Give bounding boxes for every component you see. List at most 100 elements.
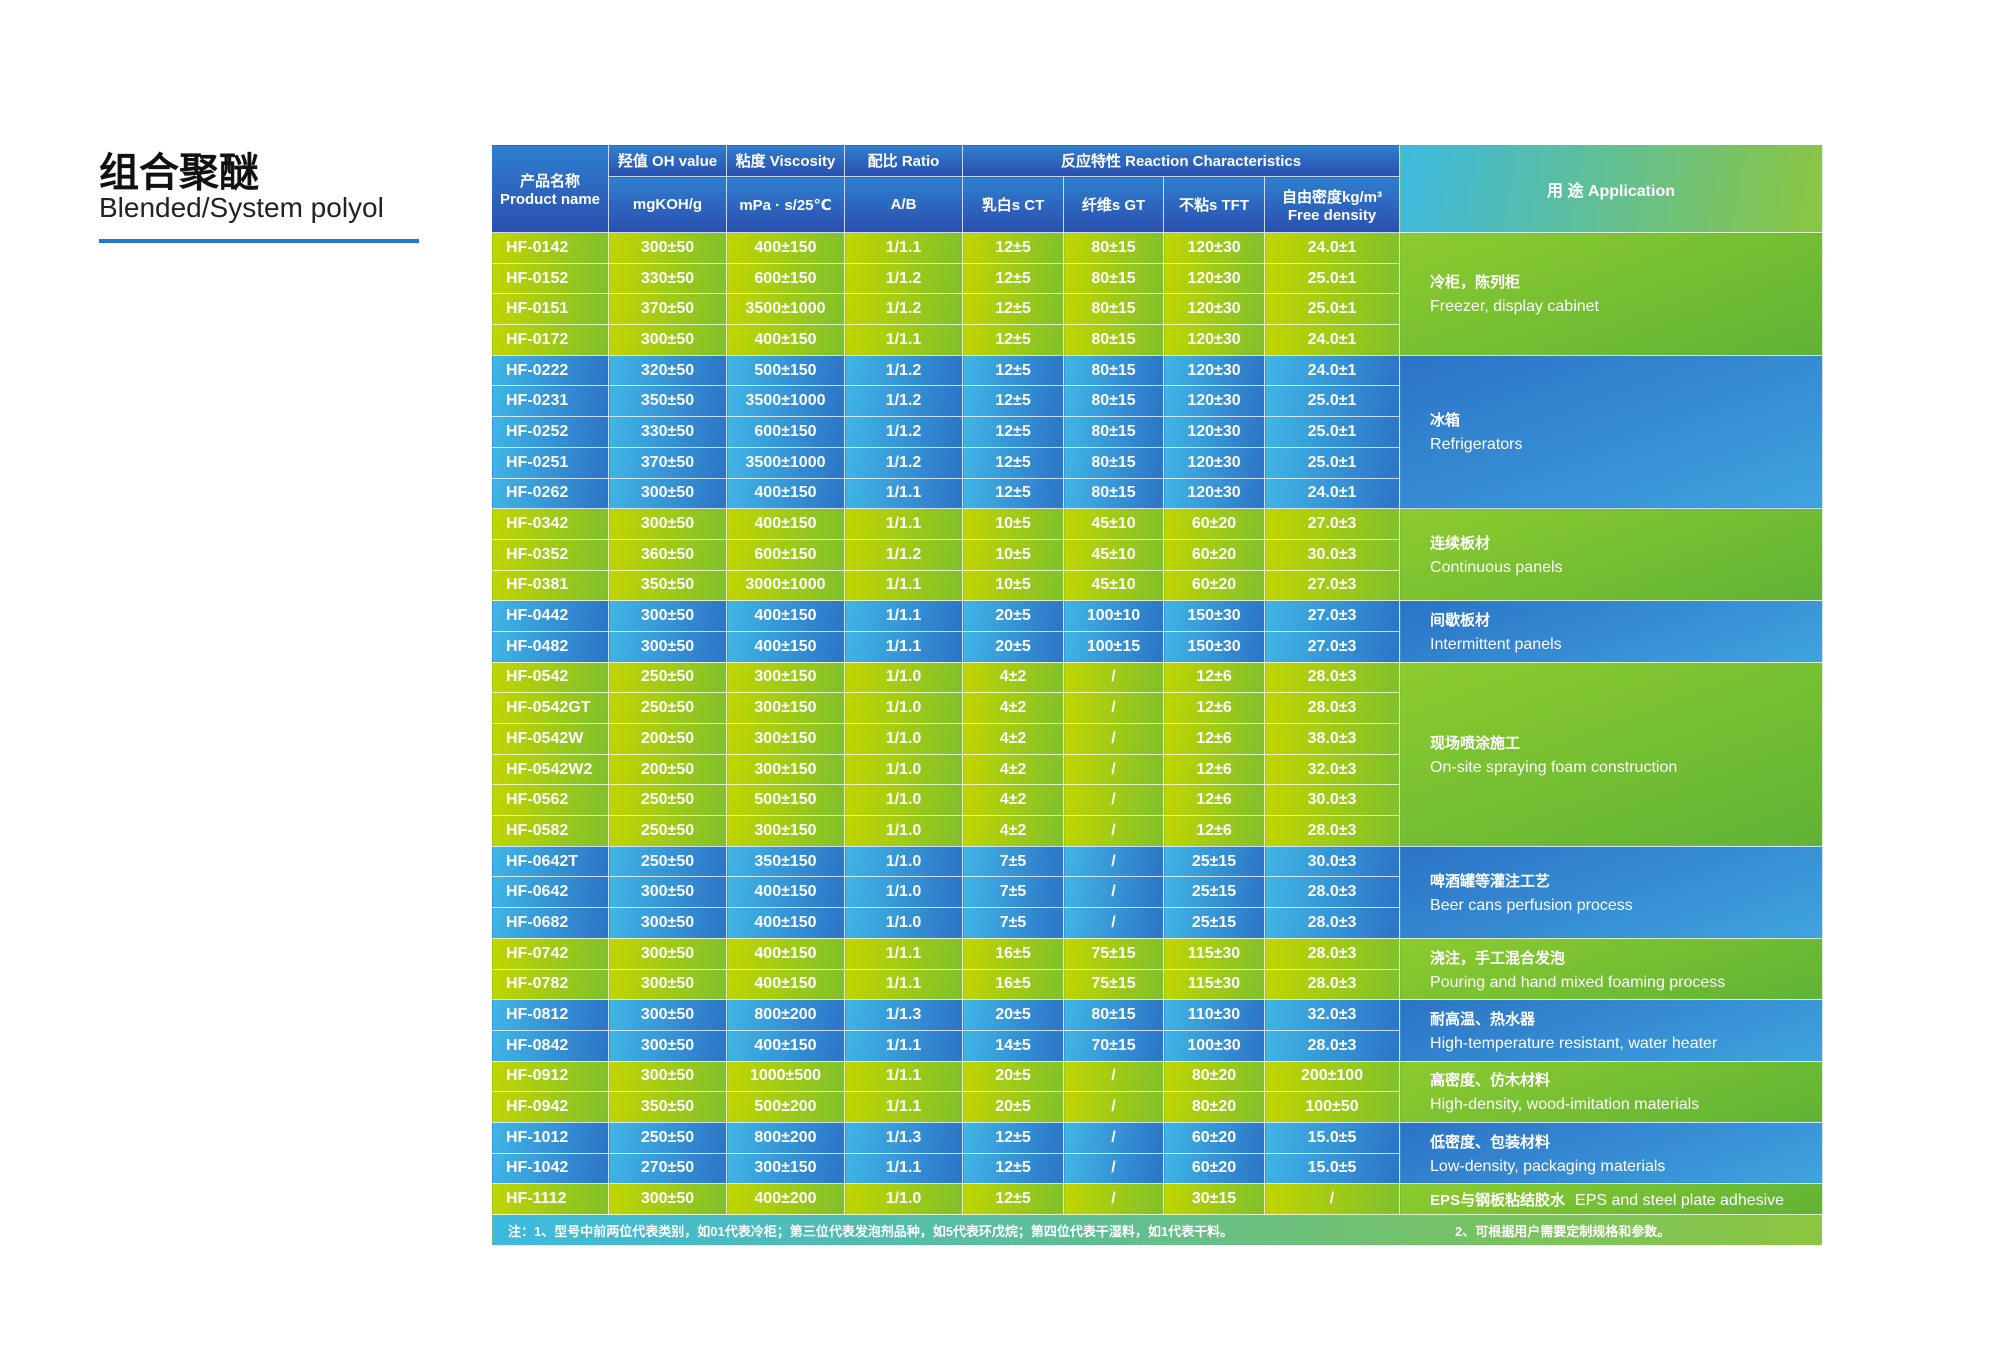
cell-ct: 7±5 (962, 876, 1064, 909)
cell-gt: 80±15 (1063, 324, 1164, 356)
cell-viscosity: 600±150 (726, 416, 845, 448)
application-en: EPS and steel plate adhesive (1575, 1191, 1785, 1209)
cell-free-density: 28.0±3 (1263, 661, 1401, 694)
cell-ratio: 1/1.2 (844, 446, 963, 479)
cell-ratio: 1/1.0 (844, 845, 963, 878)
cell-ct: 10±5 (962, 508, 1064, 540)
cell-tft: 150±30 (1163, 630, 1265, 663)
header-product-name: 产品名称 Product name (491, 144, 609, 233)
cell-viscosity: 400±150 (726, 907, 845, 939)
application-zh: 连续板材 (1430, 535, 1491, 553)
cell-gt: 80±15 (1063, 262, 1164, 295)
cell-ratio: 1/1.0 (844, 876, 963, 909)
cell-tft: 100±30 (1163, 1029, 1265, 1062)
cell-viscosity: 300±150 (726, 815, 845, 847)
cell-gt: / (1063, 1091, 1164, 1123)
cell-viscosity: 300±150 (726, 661, 845, 694)
application-cell: 冷柜，陈列柜 Freezer, display cabinet (1399, 232, 1824, 356)
application-cell: 冰箱 Refrigerators (1399, 354, 1824, 510)
cell-oh-value: 250±50 (608, 1121, 727, 1154)
cell-ratio: 1/1.3 (844, 1121, 963, 1154)
table-row: HF-0231 350±50 3500±1000 1/1.2 12±5 80±15 120±… (491, 385, 1823, 418)
cell-free-density: 24.0±1 (1263, 324, 1401, 356)
cell-tft: 115±30 (1163, 937, 1265, 970)
cell-oh-value: 320±50 (608, 354, 727, 387)
cell-tft: 12±6 (1163, 723, 1265, 755)
cell-tft: 120±30 (1163, 477, 1265, 510)
cell-ratio: 1/1.1 (844, 600, 963, 632)
cell-free-density: 28.0±3 (1263, 1029, 1401, 1062)
table-row: HF-0381 350±50 3000±1000 1/1.1 10±5 45±10 60±2… (491, 569, 1823, 602)
cell-product-name: HF-0151 (491, 293, 609, 326)
cell-gt: 80±15 (1063, 999, 1164, 1031)
cell-ratio: 1/1.1 (844, 232, 963, 264)
cell-tft: 60±20 (1163, 1152, 1265, 1185)
application-zh: 冷柜，陈列柜 (1430, 274, 1521, 292)
cell-gt: 80±15 (1063, 232, 1164, 264)
cell-product-name: HF-0252 (491, 416, 609, 448)
cell-free-density: 25.0±1 (1263, 416, 1401, 448)
application-cell: 高密度、仿木材料 High-density, wood-imitation mat… (1399, 1060, 1824, 1123)
header-density-zh: 自由密度kg/m³ (1282, 188, 1383, 206)
cell-viscosity: 400±150 (726, 508, 845, 540)
cell-oh-value: 300±50 (608, 907, 727, 939)
cell-free-density: 25.0±1 (1263, 446, 1401, 479)
cell-product-name: HF-0342 (491, 508, 609, 540)
cell-oh-value: 370±50 (608, 446, 727, 479)
application-en: Continuous panels (1430, 559, 1563, 577)
cell-tft: 120±30 (1163, 354, 1265, 387)
cell-product-name: HF-0942 (491, 1091, 609, 1123)
table-row: HF-0542GT 250±50 300±150 1/1.0 4±2/12±6 28.0±… (491, 692, 1823, 724)
application-zh: 低密度、包装材料 (1430, 1133, 1551, 1151)
cell-product-name: HF-0782 (491, 968, 609, 1001)
application-cell: 啤酒罐等灌注工艺 Beer cans perfusion process (1399, 845, 1824, 939)
cell-ct: 4±2 (962, 661, 1064, 694)
cell-viscosity: 600±150 (726, 538, 845, 571)
cell-oh-value: 250±50 (608, 661, 727, 694)
application-cell: 低密度、包装材料 Low-density, packaging materials (1399, 1121, 1824, 1185)
page-subtitle: Blended/System polyol (99, 192, 384, 223)
cell-ct: 12±5 (962, 1121, 1064, 1154)
cell-product-name: HF-0912 (491, 1060, 609, 1093)
table-row: HF-0251 370±50 3500±1000 1/1.2 12±5 80±15 120±… (491, 446, 1823, 479)
cell-product-name: HF-0582 (491, 815, 609, 847)
cell-product-name: HF-0262 (491, 477, 609, 510)
application-cell: 现场喷涂施工 On-site spraying foam construction (1399, 661, 1824, 847)
cell-viscosity: 3500±1000 (726, 385, 845, 418)
cell-tft: 80±20 (1163, 1091, 1265, 1123)
cell-viscosity: 500±150 (726, 784, 845, 817)
cell-viscosity: 1000±500 (726, 1060, 845, 1093)
table-row: HF-0682 300±50 400±150 1/1.0 7±5/25±15 28.0±3 (491, 907, 1823, 939)
cell-tft: 150±30 (1163, 600, 1265, 632)
cell-gt: 75±15 (1063, 937, 1164, 970)
cell-tft: 25±15 (1163, 907, 1265, 939)
application-en: Refrigerators (1430, 436, 1523, 454)
cell-ct: 12±5 (962, 1152, 1064, 1185)
table-row: HF-0442 300±50 400±150 1/1.1 20±5 100±10 150±3… (491, 600, 1824, 663)
cell-ct: 12±5 (962, 477, 1064, 510)
cell-viscosity: 300±150 (726, 1152, 845, 1185)
cell-gt: / (1063, 723, 1164, 755)
cell-gt: / (1063, 1121, 1164, 1154)
cell-oh-value: 300±50 (608, 937, 727, 970)
cell-tft: 120±30 (1163, 293, 1265, 326)
cell-tft: 80±20 (1163, 1060, 1265, 1093)
cell-ratio: 1/1.0 (844, 723, 963, 755)
table-row: HF-0542 250±50 300±150 1/1.0 4±2/12±6 28.0±3 现… (491, 661, 1824, 847)
cell-ratio: 1/1.0 (844, 815, 963, 847)
cell-ct: 20±5 (962, 1091, 1064, 1123)
cell-ratio: 1/1.2 (844, 262, 963, 295)
cell-gt: / (1063, 907, 1164, 939)
table-row: HF-1012 250±50 800±200 1/1.3 12±5/60±20 15.0±… (491, 1121, 1824, 1185)
cell-ratio: 1/1.1 (844, 1029, 963, 1062)
cell-product-name: HF-0842 (491, 1029, 609, 1062)
cell-ratio: 1/1.0 (844, 661, 963, 694)
cell-free-density: 32.0±3 (1263, 999, 1401, 1031)
cell-viscosity: 400±150 (726, 968, 845, 1001)
cell-ratio: 1/1.1 (844, 1060, 963, 1093)
cell-gt: / (1063, 876, 1164, 909)
cell-free-density: 30.0±3 (1263, 538, 1401, 571)
table-row: HF-0912 300±50 1000±500 1/1.1 20±5/80±20 200±… (491, 1060, 1824, 1123)
cell-viscosity: 300±150 (726, 753, 845, 786)
cell-viscosity: 800±200 (726, 999, 845, 1031)
